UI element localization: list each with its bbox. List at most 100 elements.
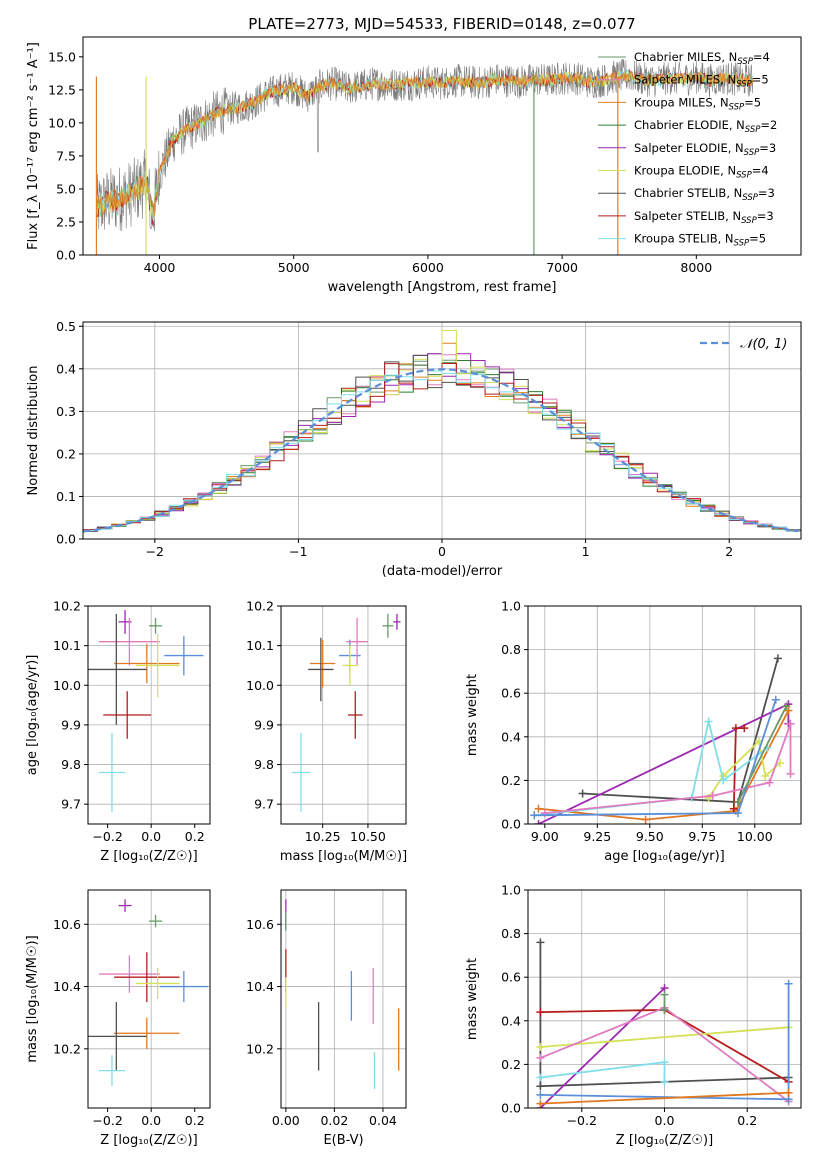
y-tick-label: 0.6 — [501, 970, 521, 985]
x-tick-label: 6000 — [412, 260, 444, 275]
y-tick-label: 10.1 — [246, 638, 274, 653]
y-tick-label: 0.4 — [501, 729, 521, 744]
spectrum-panel: 4000 5000 6000 7000 8000 0.0 2.5 5.0 7.5 10.0 12.5… — [26, 36, 802, 295]
x-tick-label: 0.0 — [141, 1113, 161, 1128]
legend-entry: Kroupa MILES, NSSP=5 — [634, 95, 761, 112]
data-point-marker — [534, 820, 543, 824]
y-tick-label: 0.2 — [501, 773, 521, 788]
data-point-marker — [784, 706, 793, 715]
x-tick-label: 9.75 — [688, 829, 716, 844]
y-tick-label: 0.8 — [501, 926, 521, 941]
plot-area — [95, 58, 754, 255]
y-tick-label: 9.7 — [61, 797, 81, 812]
y-tick-label: 10.0 — [53, 678, 81, 693]
x-tick-label: 5000 — [278, 260, 310, 275]
x-axis-label: mass [log₁₀(M/M☉)] — [280, 849, 407, 864]
legend-entry: 𝒩(0, 1) — [740, 337, 787, 352]
mass-vs-z-panel: −0.2 0.0 0.2 10.2 10.4 10.6 Z [log₁₀(Z/Z☉)] mas… — [25, 889, 211, 1148]
y-tick-label: 0.2 — [56, 446, 76, 461]
data-point-marker — [534, 804, 543, 813]
data-point-marker — [536, 1053, 545, 1062]
data-point-marker — [761, 772, 770, 781]
x-axis-label: E(B-V) — [323, 1133, 363, 1148]
data-point-marker — [786, 719, 795, 728]
x-tick-label: 10.25 — [305, 829, 341, 844]
legend-entry: Kroupa ELODIE, NSSP=4 — [634, 164, 769, 181]
x-axis-label: wavelength [Angstrom, rest frame] — [328, 280, 557, 295]
chart-title: PLATE=2773, MJD=54533, FIBERID=0148, z=0… — [248, 15, 635, 33]
data-point-marker — [704, 793, 713, 802]
data-point-marker — [641, 815, 650, 824]
age-vs-z-panel: −0.2 0.0 0.2 9.7 9.8 9.9 10.0 10.1 10.2 Z [log₁₀(… — [25, 599, 211, 864]
data-point-marker — [536, 938, 545, 947]
y-tick-label: 10.2 — [246, 1041, 274, 1056]
data-point-marker — [536, 1082, 545, 1091]
data-point-marker — [784, 1088, 793, 1097]
y-tick-label: 0.2 — [501, 1057, 521, 1072]
x-tick-label: 4000 — [144, 260, 176, 275]
y-tick-label: 0.6 — [501, 686, 521, 701]
data-point-marker — [536, 1042, 545, 1051]
plot-area — [88, 899, 208, 1087]
x-tick-label: 0.04 — [369, 1113, 397, 1128]
x-tick-label: 0.2 — [185, 829, 205, 844]
x-tick-label: 0.2 — [185, 1113, 205, 1128]
x-tick-label: 1 — [582, 544, 590, 559]
y-tick-label: 0.0 — [501, 1101, 521, 1116]
y-tick-label: 0.0 — [56, 532, 76, 547]
legend-entry: Chabrier ELODIE, NSSP=2 — [634, 118, 777, 135]
plot-area — [88, 609, 204, 813]
data-point-marker — [771, 695, 780, 704]
x-tick-label: 0.02 — [320, 1113, 348, 1128]
y-axis-label: Normed distribution — [26, 366, 41, 496]
mass-weight-vs-z-panel: −0.2 0.0 0.2 0.0 0.2 0.4 0.6 0.8 1.0 Z [log₁₀(Z/Z… — [465, 883, 802, 1148]
axes-frame — [87, 889, 211, 1109]
y-tick-label: 5.0 — [56, 181, 76, 196]
y-axis-label: mass weight — [465, 674, 480, 756]
x-tick-label: 9.25 — [583, 829, 611, 844]
y-axis-label: Flux [f_λ 10⁻¹⁷ erg cm⁻² s⁻¹ A⁻¹] — [26, 42, 41, 250]
data-point-marker — [734, 798, 742, 807]
data-point-marker — [536, 1073, 545, 1082]
legend-entry: Salpeter MILES, NSSP=5 — [634, 73, 769, 90]
data-point-marker — [660, 1077, 669, 1086]
y-tick-label: 0.4 — [56, 361, 76, 376]
series-line — [539, 987, 666, 1108]
x-axis-label: age [log₁₀(age/yr)] — [604, 849, 725, 864]
age-vs-mass-panel: 10.25 10.50 9.7 9.8 9.9 10.0 10.1 10.2 mass [log… — [246, 599, 407, 865]
y-tick-label: 10.2 — [53, 599, 81, 614]
y-axis-label: mass weight — [465, 958, 480, 1040]
x-axis-label: (data-model)/error — [382, 564, 503, 579]
model-spectrum-line — [95, 69, 754, 220]
x-axis-label: Z [log₁₀(Z/Z☉)] — [616, 1133, 713, 1148]
y-tick-label: 10.2 — [246, 599, 274, 614]
x-tick-label: 8000 — [680, 260, 712, 275]
axes-frame — [527, 605, 802, 825]
data-point-marker — [784, 979, 793, 988]
x-tick-label: 10.00 — [737, 829, 773, 844]
legend-entry: Salpeter ELODIE, NSSP=3 — [634, 141, 776, 158]
y-tick-label: 0.0 — [501, 817, 521, 832]
x-tick-label: −0.2 — [92, 829, 122, 844]
x-tick-label: −0.2 — [567, 1113, 597, 1128]
y-tick-label: 0.3 — [56, 404, 76, 419]
y-tick-label: 9.8 — [61, 757, 81, 772]
data-point-marker — [536, 1090, 545, 1099]
data-point-marker — [536, 1099, 545, 1108]
plot-area — [83, 330, 801, 539]
mass-vs-ebv-panel: 0.00 0.02 0.04 10.2 10.4 10.6 E(B-V) — [246, 889, 407, 1148]
plot-area — [291, 613, 401, 813]
data-point-marker — [729, 804, 738, 813]
plot-area — [285, 899, 400, 1090]
legend-entry: Kroupa STELIB, NSSP=5 — [634, 232, 766, 249]
data-point-marker — [660, 990, 669, 999]
series-line — [540, 1026, 789, 1048]
x-tick-label: 9.50 — [636, 829, 664, 844]
legend-entry: Chabrier STELIB, NSSP=3 — [634, 186, 775, 203]
y-tick-label: 1.0 — [501, 883, 521, 898]
plot-area — [530, 654, 795, 824]
series-line — [737, 705, 788, 803]
x-tick-label: −1 — [289, 544, 307, 559]
y-tick-label: 10.4 — [53, 979, 81, 994]
data-point-marker — [740, 724, 749, 733]
